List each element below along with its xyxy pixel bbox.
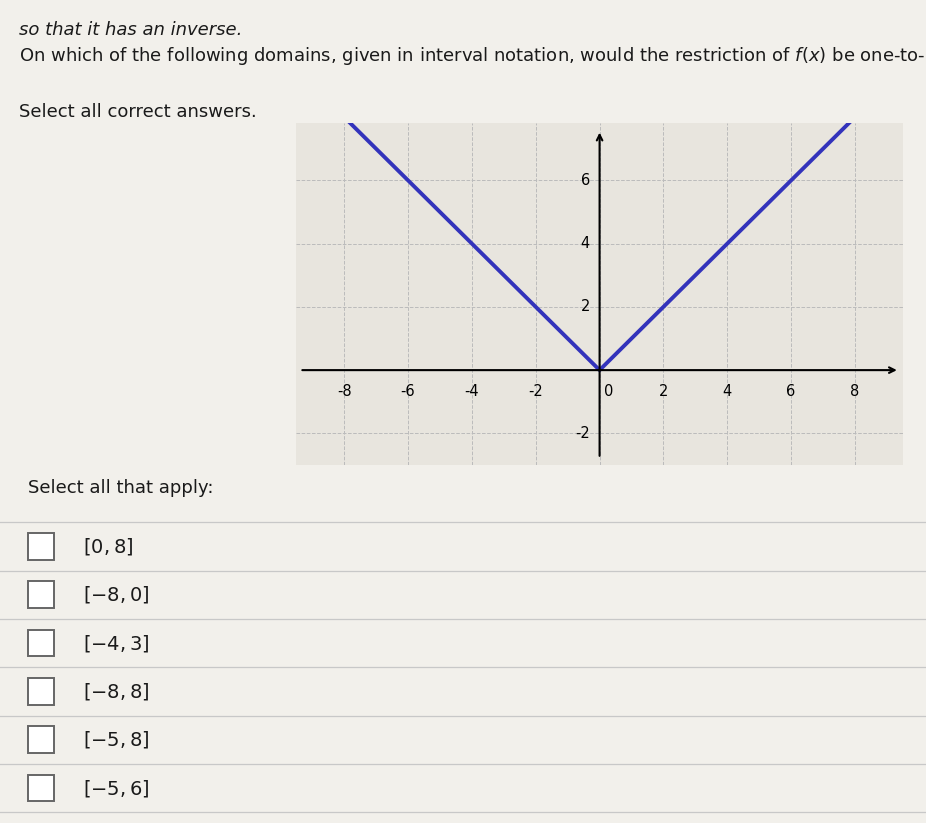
Text: 2: 2: [581, 300, 590, 314]
Text: 4: 4: [722, 384, 732, 399]
Text: $[0,8]$: $[0,8]$: [83, 536, 133, 557]
Text: 6: 6: [581, 173, 590, 188]
Text: $[-5,8]$: $[-5,8]$: [83, 729, 150, 751]
Text: -2: -2: [575, 425, 590, 441]
Text: so that it has an inverse.: so that it has an inverse.: [19, 21, 242, 39]
Text: 6: 6: [786, 384, 795, 399]
Text: Select all correct answers.: Select all correct answers.: [19, 103, 257, 121]
Bar: [28, 582, 54, 608]
Text: $[-4,3]$: $[-4,3]$: [83, 633, 150, 653]
Text: On which of the following domains, given in interval notation, would the restric: On which of the following domains, given…: [19, 45, 926, 67]
Bar: [28, 727, 54, 753]
Text: -8: -8: [337, 384, 352, 399]
Bar: [28, 533, 54, 560]
Text: 2: 2: [658, 384, 669, 399]
Bar: [28, 774, 54, 802]
Bar: [28, 630, 54, 657]
Text: $[-8,0]$: $[-8,0]$: [83, 584, 150, 605]
Text: -2: -2: [529, 384, 544, 399]
Bar: [28, 678, 54, 704]
Text: -6: -6: [401, 384, 416, 399]
Text: 4: 4: [581, 236, 590, 251]
Text: 0: 0: [605, 384, 614, 399]
Text: $[-8,8]$: $[-8,8]$: [83, 681, 150, 702]
Text: 8: 8: [850, 384, 859, 399]
Text: $[-5,6]$: $[-5,6]$: [83, 778, 150, 798]
Text: Select all that apply:: Select all that apply:: [28, 479, 213, 497]
Text: -4: -4: [465, 384, 480, 399]
